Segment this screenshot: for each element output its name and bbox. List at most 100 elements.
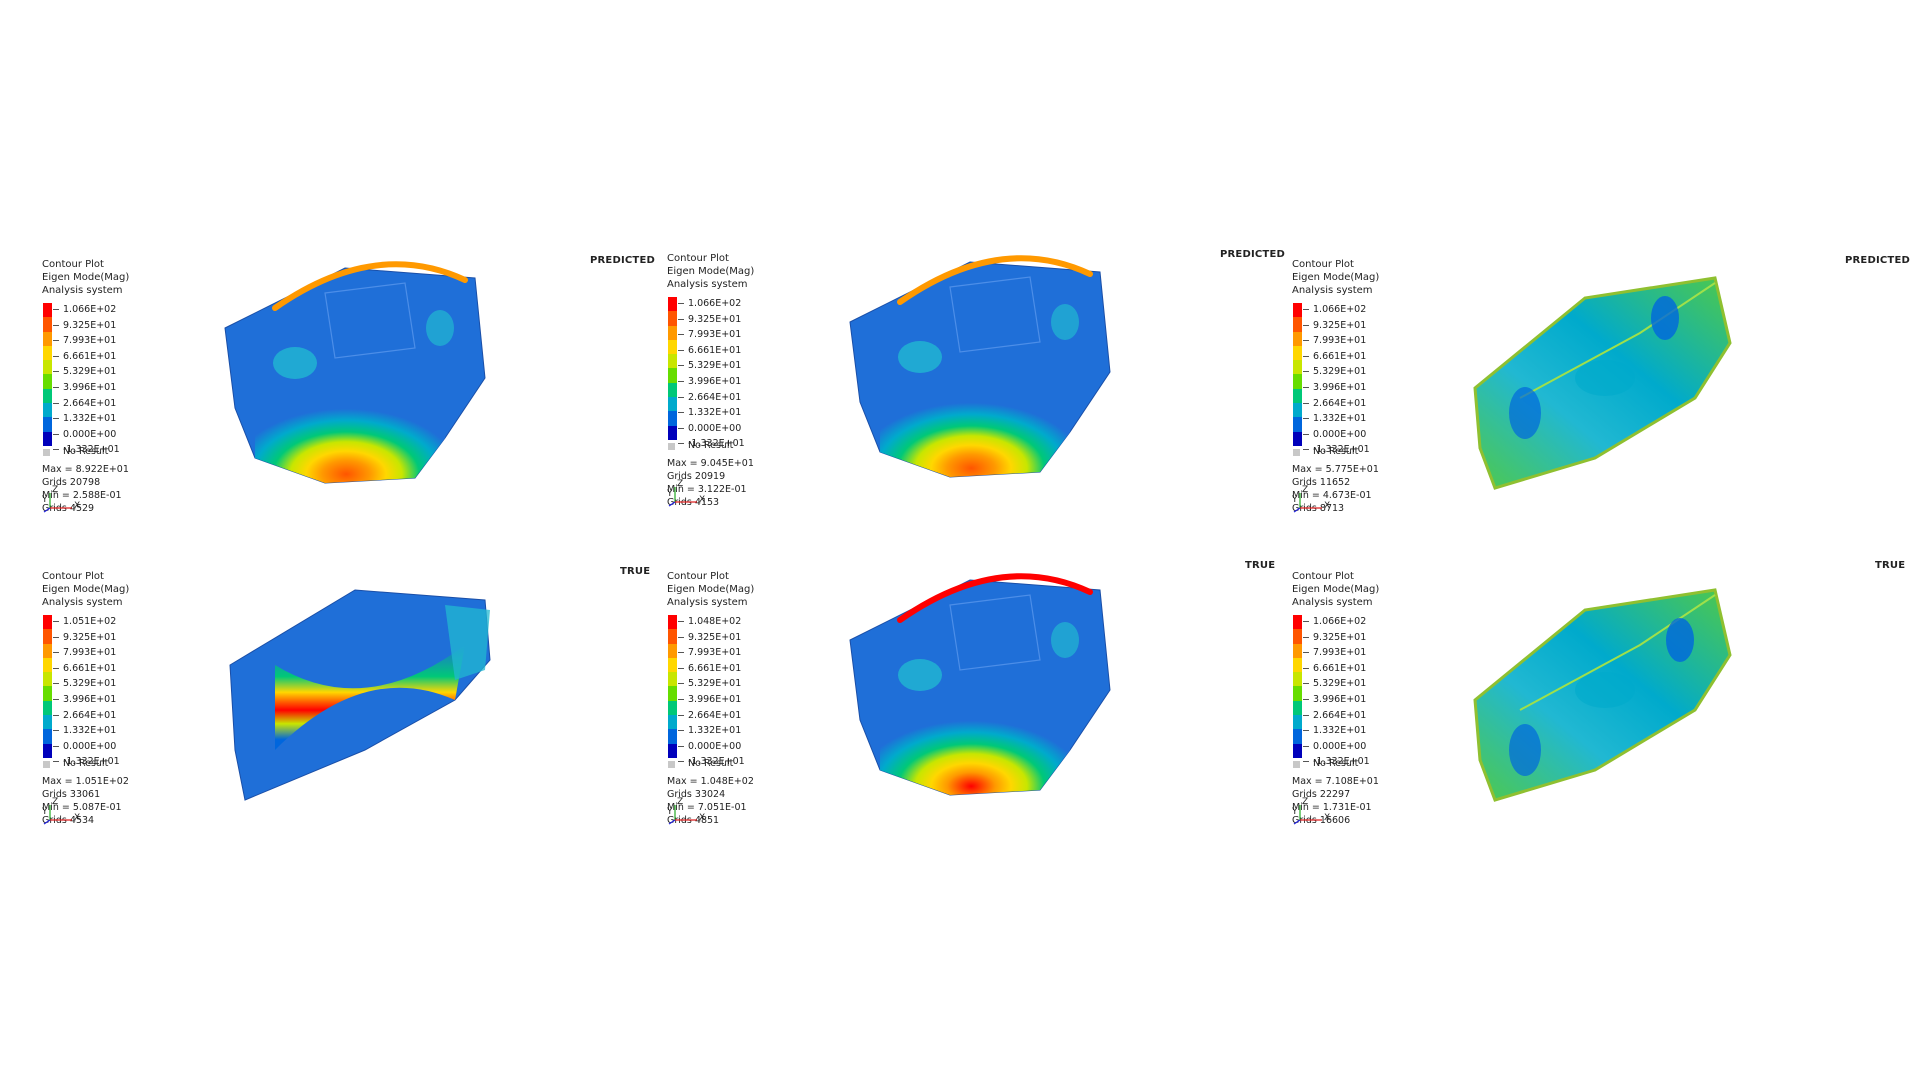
contour-panel: Contour Plot Eigen Mode(Mag) Analysis syst… bbox=[1250, 570, 1850, 870]
scale-tick-label: 2.664E+01 bbox=[688, 391, 742, 403]
stat-max: Max = 1.048E+02 bbox=[667, 776, 754, 787]
no-result-label: No Result bbox=[1313, 758, 1359, 769]
scale-tick-mark bbox=[678, 652, 684, 654]
stat-min: Min = 7.051E-01 bbox=[667, 802, 747, 813]
scale-tick-mark bbox=[678, 303, 684, 304]
color-scale-segment bbox=[43, 672, 52, 687]
scale-tick-label: 5.329E+01 bbox=[1313, 366, 1367, 378]
color-scale: 1.066E+02 9.325E+01 7.993E+01 6.661E+01 5.32… bbox=[1292, 303, 1379, 459]
color-scale-segment bbox=[668, 743, 677, 758]
legend-title: Contour Plot bbox=[667, 571, 729, 582]
true-label: TRUE bbox=[1875, 560, 1906, 571]
stat-max: Max = 8.922E+01 bbox=[42, 464, 129, 475]
scale-tick-mark bbox=[53, 761, 59, 763]
triad-z-label: Z bbox=[677, 797, 684, 807]
color-scale-bar bbox=[43, 615, 52, 758]
color-scale-segment bbox=[1293, 431, 1302, 446]
color-scale-segment bbox=[1293, 615, 1302, 630]
color-scale-segment bbox=[43, 743, 52, 758]
color-scale-segment bbox=[1293, 360, 1302, 375]
color-scale-segment bbox=[1293, 715, 1302, 730]
scale-tick-mark bbox=[53, 667, 59, 669]
scale-tick-mark bbox=[678, 365, 684, 367]
contour-panel: Contour Plot Eigen Mode(Mag) Analysis syst… bbox=[625, 570, 1225, 870]
legend-title: Contour Plot bbox=[42, 571, 104, 582]
stat-min: Min = 3.122E-01 bbox=[667, 484, 747, 495]
predicted-label: PREDICTED bbox=[1845, 255, 1910, 266]
color-scale-segment bbox=[43, 729, 52, 744]
scale-tick-mark bbox=[53, 652, 59, 654]
scale-tick-label: 3.996E+01 bbox=[63, 694, 117, 705]
scale-tick-label: 3.996E+01 bbox=[688, 694, 742, 705]
color-scale-segment bbox=[43, 615, 52, 630]
no-result-label: No Result bbox=[688, 758, 734, 769]
triad-y-label: Y bbox=[667, 489, 673, 499]
color-scale-segment bbox=[1293, 629, 1302, 644]
color-scale-segment bbox=[1293, 317, 1302, 332]
scale-tick-mark bbox=[53, 745, 59, 747]
scale-tick-label: -1.332E+01 bbox=[63, 444, 120, 456]
scale-tick-mark bbox=[1303, 433, 1309, 435]
contour-legend: Contour Plot Eigen Mode(Mag) Analysis syst… bbox=[667, 252, 754, 509]
color-scale-bar bbox=[1293, 303, 1302, 446]
scale-tick-mark bbox=[678, 443, 684, 445]
contour-legend: Contour Plot Eigen Mode(Mag) Analysis syst… bbox=[42, 570, 129, 827]
scale-tick-mark bbox=[1303, 667, 1309, 669]
legend-system: Analysis system bbox=[42, 285, 123, 296]
contour-legend: Contour Plot Eigen Mode(Mag) Analysis syst… bbox=[667, 570, 754, 827]
stat-min: Min = 2.588E-01 bbox=[42, 490, 122, 501]
scale-tick-label: -1.332E+01 bbox=[1313, 756, 1370, 768]
scale-tick-mark bbox=[53, 355, 59, 357]
scale-tick-label: 0.000E+00 bbox=[688, 422, 742, 434]
color-scale-segment bbox=[43, 360, 52, 375]
fem-model-render bbox=[215, 238, 515, 502]
scale-tick-label: 1.332E+01 bbox=[63, 725, 117, 737]
color-scale-bar bbox=[1293, 615, 1302, 758]
scale-tick-label: 2.664E+01 bbox=[63, 709, 117, 721]
scale-tick-label: 1.066E+02 bbox=[63, 304, 117, 315]
triad-y-label: Y bbox=[1292, 807, 1298, 817]
scale-tick-label: 1.051E+02 bbox=[63, 616, 117, 627]
legend-system: Analysis system bbox=[42, 597, 123, 608]
scale-tick-mark bbox=[1303, 449, 1309, 451]
color-scale-segment bbox=[1293, 374, 1302, 389]
color-scale-segment bbox=[43, 388, 52, 404]
scale-tick-label: 1.332E+01 bbox=[63, 413, 117, 425]
scale-tick-mark bbox=[678, 699, 684, 700]
triad-x-label: X bbox=[74, 813, 81, 823]
scale-tick-mark bbox=[1303, 761, 1309, 763]
scale-tick-mark bbox=[1303, 418, 1309, 420]
color-scale-segment bbox=[43, 715, 52, 730]
color-scale-segment bbox=[1293, 403, 1302, 418]
no-result-swatch bbox=[668, 443, 675, 450]
scale-tick-mark bbox=[1303, 699, 1309, 700]
scale-tick-mark bbox=[678, 334, 684, 336]
scale-tick-label: -1.332E+01 bbox=[688, 756, 745, 768]
scale-tick-label: 7.993E+01 bbox=[63, 335, 117, 347]
color-scale-segment bbox=[1293, 729, 1302, 744]
stat-min: Min = 5.087E-01 bbox=[42, 802, 122, 813]
triad-x-label: X bbox=[699, 495, 706, 505]
legend-subtitle: Eigen Mode(Mag) bbox=[1292, 272, 1380, 283]
legend-system: Analysis system bbox=[1292, 597, 1373, 608]
legend-subtitle: Eigen Mode(Mag) bbox=[42, 272, 130, 283]
scale-tick-mark bbox=[678, 349, 684, 351]
triad-x-label: X bbox=[699, 813, 706, 823]
scale-tick-label: 1.332E+01 bbox=[688, 725, 742, 737]
legend-system: Analysis system bbox=[667, 597, 748, 608]
stat-max: Max = 1.051E+02 bbox=[42, 776, 129, 787]
scale-tick-mark bbox=[53, 699, 59, 700]
color-scale-segment bbox=[1293, 331, 1302, 346]
no-result-swatch bbox=[1293, 761, 1300, 768]
scale-tick-label: 7.993E+01 bbox=[688, 329, 742, 341]
scale-tick-label: 7.993E+01 bbox=[63, 647, 117, 659]
color-scale-segment bbox=[668, 297, 677, 312]
color-scale-segment bbox=[668, 643, 677, 658]
color-scale-segment bbox=[668, 354, 677, 369]
scale-tick-mark bbox=[53, 636, 59, 638]
legend-header: Contour Plot Eigen Mode(Mag) Analysis syst… bbox=[42, 258, 129, 297]
color-scale-segment bbox=[43, 431, 52, 446]
scale-tick-mark bbox=[1303, 387, 1309, 388]
